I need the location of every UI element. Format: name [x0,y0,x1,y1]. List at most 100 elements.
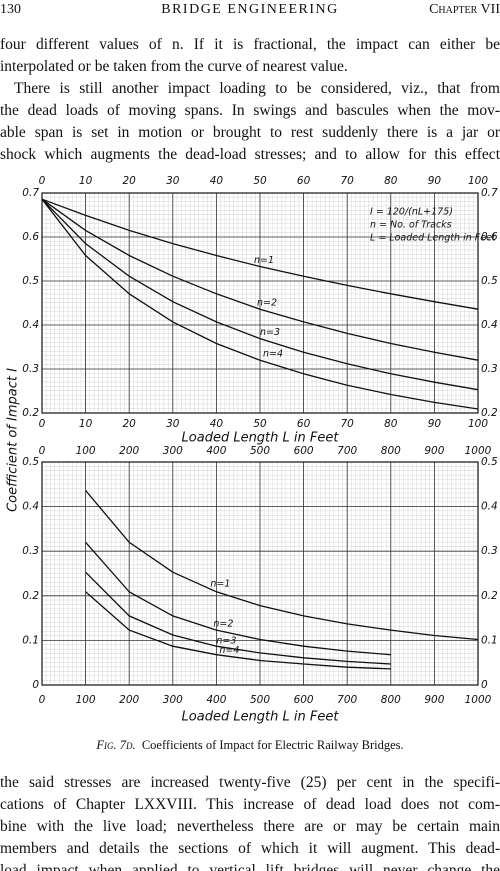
caption-text: Coefficients of Impact for Electric Rail… [141,738,404,752]
curve [85,591,391,670]
x-tick-label: 400 [206,445,226,457]
x-tick-label: 600 [294,694,314,706]
curve [41,198,479,391]
text-line: load impact when applied to vertical lif… [0,862,500,871]
x-tick-label: 800 [381,445,401,457]
x-tick-label: 30 [166,418,180,430]
y-tick-label: 0.7 [22,187,39,199]
x-tick-label: 0 [39,445,46,457]
x-tick-label: 100 [468,175,488,187]
curve [85,490,479,641]
x-tick-label: 100 [76,445,96,457]
curve-label: n=2 [213,619,233,630]
x-tick-label: 700 [337,445,357,457]
caption-label: Fig. 7d. [96,738,136,752]
x-tick-label: 200 [119,445,139,457]
x-tick-label: 0 [39,694,46,706]
x-tick-label: 400 [206,694,226,706]
x-tick-label: 900 [424,694,444,706]
y-tick-label: 0.2 [481,590,498,602]
x-axis-title: Loaded Length L in Feet [182,431,340,446]
curve-label: n=1 [254,255,274,266]
y-tick-label: 0 [481,679,488,691]
x-tick-label: 70 [341,175,355,187]
y-tick-label: 0.2 [22,590,39,602]
curve-label: n=4 [219,645,239,656]
x-tick-label: 40 [210,175,224,187]
x-tick-label: 200 [119,694,139,706]
y-tick-label: 0.1 [22,634,39,646]
y-tick-label: 0.3 [22,363,39,375]
annotation: L = Loaded Length in Feet [370,233,497,244]
text-line: cations of Chapter LXXVIII. This increas… [0,796,500,813]
chapter: Chapter VII [429,2,500,17]
annotation: n = No. of Tracks [370,220,452,231]
text-block: the said stresses are increased twenty-f… [0,772,500,871]
x-tick-label: 800 [381,694,401,706]
x-tick-label: 500 [250,445,270,457]
y-tick-label: 0.5 [481,275,498,287]
text-line: the dead loads of moving spans. In swing… [0,102,500,119]
x-tick-label: 0 [39,175,46,187]
text-line: members and details the sections of whic… [0,840,500,857]
y-tick-label: 0.5 [481,456,498,468]
curve [85,571,391,665]
text-line: interpolated or be taken from the curve … [0,58,348,75]
y-axis-title: Coefficient of Impact I [6,368,21,512]
y-tick-label: 0.1 [481,634,498,646]
y-tick-label: 0.6 [22,231,39,243]
x-tick-label: 80 [384,175,398,187]
x-tick-label: 50 [253,418,267,430]
y-tick-label: 0.4 [481,501,498,513]
curve-label: n=2 [257,298,277,309]
y-tick-label: 0 [32,679,39,691]
y-tick-label: 0.7 [481,187,498,199]
y-tick-label: 0.3 [481,545,498,557]
curve-label: n=1 [210,578,230,589]
x-tick-label: 900 [424,445,444,457]
x-tick-label: 500 [250,694,270,706]
text-line: four different values of n. If it is fra… [0,36,500,53]
x-tick-label: 300 [163,694,183,706]
x-tick-label: 300 [163,445,183,457]
y-tick-label: 0.4 [22,501,39,513]
x-tick-label: 40 [210,418,224,430]
x-tick-label: 1000 [465,694,492,706]
y-tick-label: 0.3 [22,545,39,557]
y-tick-label: 0.2 [481,407,498,419]
x-tick-label: 0 [39,418,46,430]
y-tick-label: 0.5 [22,275,39,287]
x-tick-label: 30 [166,175,180,187]
y-tick-label: 0.3 [481,363,498,375]
x-tick-label: 20 [123,175,137,187]
x-tick-label: 60 [297,418,311,430]
x-tick-label: 100 [76,694,96,706]
plot-frame [41,192,479,414]
running-title: BRIDGE ENGINEERING [161,2,339,17]
x-tick-label: 600 [294,445,314,457]
x-tick-label: 700 [337,694,357,706]
figure-caption: Fig. 7d. Coefficients of Impact for Elec… [0,735,500,755]
curve [85,541,391,656]
x-tick-label: 20 [123,418,137,430]
curve [41,198,479,361]
text-line: the said stresses are increased twenty-f… [0,774,500,791]
curve [41,198,479,410]
x-tick-label: 50 [253,175,267,187]
x-tick-label: 1000 [465,445,492,457]
curve [41,198,479,310]
x-tick-label: 70 [341,418,355,430]
text-line: bine with the live load; nevertheless th… [0,818,500,835]
y-tick-label: 0.5 [22,456,39,468]
x-tick-label: 80 [384,418,398,430]
curve-label: n=3 [260,327,280,338]
x-tick-label: 100 [468,418,488,430]
x-tick-label: 90 [428,175,442,187]
x-tick-label: 90 [428,418,442,430]
text-line: shock which augments the dead-load stres… [0,146,500,163]
x-tick-label: 60 [297,175,311,187]
annotation: I = 120/(nL+175) [370,207,453,218]
text-line: able span is set in motion or brought to… [0,124,500,141]
y-tick-label: 0.4 [481,319,498,331]
